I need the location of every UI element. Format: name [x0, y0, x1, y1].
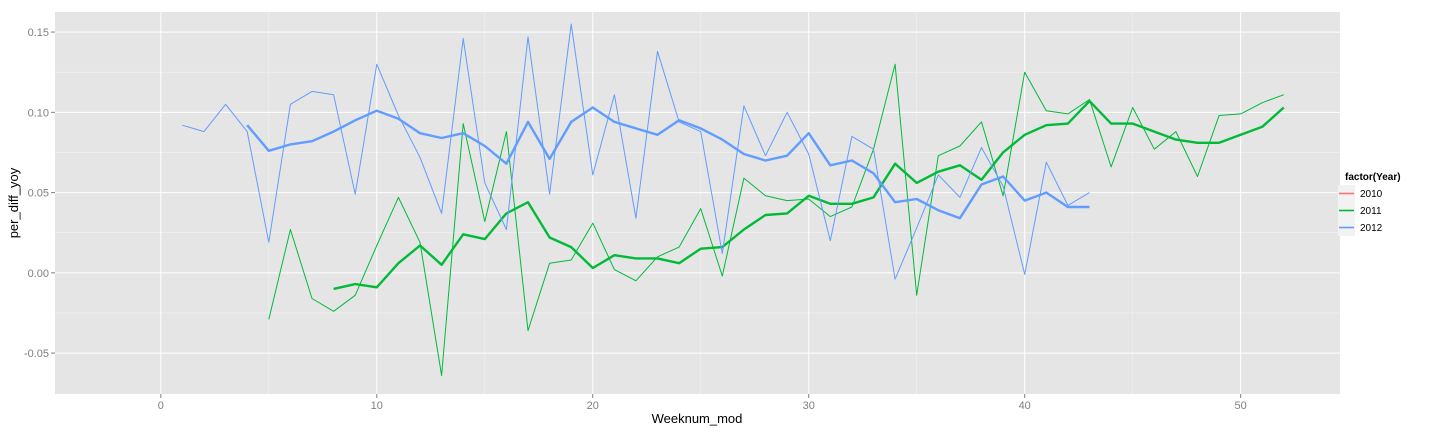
- legend-title: factor(Year): [1345, 172, 1401, 183]
- major-gridlines: [55, 12, 1340, 394]
- x-tick-label: 20: [587, 400, 599, 412]
- y-tick-label: 0.10: [28, 107, 49, 119]
- y-tick-label: 0.00: [28, 268, 49, 280]
- y-tick-label: -0.05: [24, 348, 49, 360]
- legend-item-2011: 2011: [1338, 202, 1382, 219]
- y-axis-ticks: -0.05 0.00 0.05 0.10 0.15: [24, 27, 55, 360]
- plot-panel: [55, 12, 1340, 394]
- legend-item-2012: 2012: [1338, 219, 1383, 236]
- x-tick-label: 0: [158, 400, 164, 412]
- x-axis-ticks: 0 10 20 30 40 50: [158, 394, 1247, 412]
- minor-gridlines: [55, 12, 1340, 394]
- x-tick-label: 10: [371, 400, 383, 412]
- x-tick-label: 40: [1019, 400, 1031, 412]
- y-tick-label: 0.15: [28, 27, 49, 39]
- x-tick-label: 50: [1235, 400, 1247, 412]
- x-tick-label: 30: [803, 400, 815, 412]
- legend-label-2012: 2012: [1360, 223, 1383, 234]
- y-axis-title: per_diff_yoy: [6, 167, 21, 238]
- series-line-2012-smoothed: [246, 106, 1090, 220]
- legend: factor(Year) 2010 2011 2012: [1338, 172, 1401, 236]
- legend-label-2010: 2010: [1360, 189, 1383, 200]
- legend-label-2011: 2011: [1360, 206, 1382, 217]
- series-line-2011-smoothed: [333, 99, 1285, 291]
- series-line-2012-thin: [182, 23, 1090, 280]
- legend-item-2010: 2010: [1338, 185, 1383, 202]
- y-tick-label: 0.05: [28, 188, 49, 200]
- x-axis-title: Weeknum_mod: [652, 411, 743, 426]
- series-line-2011-thin: [268, 63, 1284, 376]
- series-lines: [182, 23, 1285, 376]
